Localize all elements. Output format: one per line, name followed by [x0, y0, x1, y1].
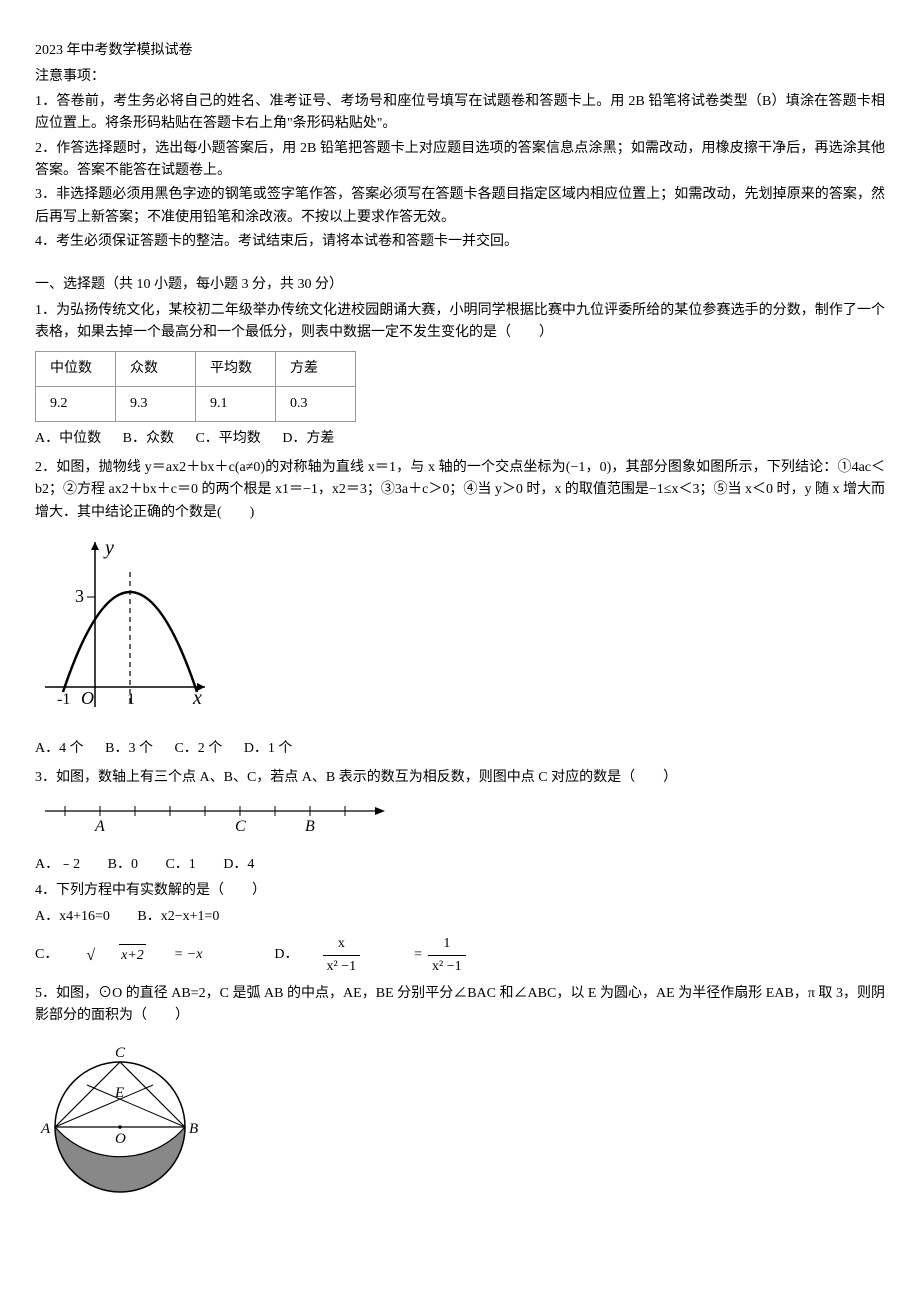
q3-opt-b: B．0 [108, 857, 138, 872]
q4-optd-frac1-num: x [323, 933, 361, 956]
numberline-C: C [235, 818, 246, 835]
q4-opt-c: C． √x+2 = −x [35, 943, 226, 969]
q2-opt-b: B．3 个 [105, 741, 153, 756]
q1-opt-a: A．中位数 [35, 431, 101, 446]
q4-optd-frac2-num: 1 [428, 933, 466, 956]
notice-2: 2．作答选择题时，选出每小题答案后，用 2B 铅笔把答题卡上对应题目选项的答案信… [35, 138, 885, 183]
q1-th-4: 方差 [276, 351, 356, 386]
exam-title: 2023 年中考数学模拟试卷 [35, 40, 885, 62]
q1-th-1: 中位数 [36, 351, 116, 386]
q4-opt-b: B．x2−x+1=0 [137, 909, 219, 924]
q4-optc-label: C． [35, 944, 58, 966]
q4-optc-sqrt: x+2 [119, 944, 146, 967]
q4-opt-a: A．x4+16=0 [35, 909, 110, 924]
q2-opt-a: A．4 个 [35, 741, 84, 756]
notice-header: 注意事项： [35, 66, 885, 88]
x-axis-label: x [192, 687, 202, 709]
y-tick-3: 3 [75, 586, 84, 606]
label-A: A [40, 1121, 51, 1137]
q3-figure: A C B [35, 797, 885, 845]
q1-opt-d: D．方差 [282, 431, 334, 446]
circle-diagram: A B C E O [35, 1035, 205, 1195]
notice-4: 4．考生必须保证答题卡的整洁。考试结束后，请将本试卷和答题卡一并交回。 [35, 231, 885, 253]
notice-1: 1．答卷前，考生务必将自己的姓名、准考证号、考场号和座位号填写在试题卷和答题卡上… [35, 91, 885, 136]
q3-opt-a: A．﹣2 [35, 857, 80, 872]
number-line: A C B [35, 797, 395, 837]
q2-figure: y x 3 -1 O 1 [35, 532, 885, 730]
origin-label: O [81, 688, 94, 708]
q1-td-3: 9.1 [196, 387, 276, 422]
notice-3: 3．非选择题必须用黑色字迹的钢笔或签字笔作答，答案必须写在答题卡各题目指定区域内… [35, 184, 885, 229]
q1-td-4: 0.3 [276, 387, 356, 422]
q5-figure: A B C E O [35, 1035, 885, 1203]
parabola-chart: y x 3 -1 O 1 [35, 532, 215, 722]
q4-optc-right: = −x [174, 944, 203, 966]
q1-th-3: 平均数 [196, 351, 276, 386]
label-B: B [189, 1121, 198, 1137]
x-tick-neg1: -1 [57, 691, 70, 708]
q4-optd-frac1: x x² −1 [323, 933, 385, 979]
q3-opt-d: D．4 [223, 857, 254, 872]
x-tick-1: 1 [127, 691, 135, 708]
q1-th-2: 众数 [116, 351, 196, 386]
q2-text: 2．如图，抛物线 y＝ax2＋bx＋c(a≠0)的对称轴为直线 x＝1，与 x … [35, 457, 885, 524]
q1-opt-c: C．平均数 [195, 431, 260, 446]
numberline-A: A [94, 818, 105, 835]
q2-options: A．4 个 B．3 个 C．2 个 D．1 个 [35, 738, 885, 760]
q1-table: 中位数 众数 平均数 方差 9.2 9.3 9.1 0.3 [35, 351, 356, 423]
label-E: E [114, 1085, 124, 1101]
q4-optd-frac2: 1 x² −1 [428, 933, 490, 979]
q4-optd-label: D． [274, 944, 298, 966]
q2-opt-d: D．1 个 [244, 741, 293, 756]
y-axis-label: y [103, 537, 114, 559]
q1-text: 1．为弘扬传统文化，某校初二年级举办传统文化进校园朗诵大赛，小明同学根据比赛中九… [35, 300, 885, 345]
q4-options-line2: C． √x+2 = −x D． x x² −1 = 1 x² −1 [35, 933, 885, 979]
q3-opt-c: C．1 [165, 857, 195, 872]
q4-optd-frac1-den: x² −1 [323, 956, 361, 978]
q1-options: A．中位数 B．众数 C．平均数 D．方差 [35, 428, 885, 450]
q5-text: 5．如图，⊙O 的直径 AB=2，C 是弧 AB 的中点，AE，BE 分别平分∠… [35, 983, 885, 1028]
q2-opt-c: C．2 个 [174, 741, 222, 756]
label-O: O [115, 1131, 126, 1147]
q3-options: A．﹣2 B．0 C．1 D．4 [35, 854, 885, 876]
q4-optd-frac2-den: x² −1 [428, 956, 466, 978]
q1-opt-b: B．众数 [123, 431, 174, 446]
q4-opt-d: D． x x² −1 = 1 x² −1 [274, 933, 513, 979]
section1-header: 一、选择题（共 10 小题，每小题 3 分，共 30 分） [35, 274, 885, 296]
q1-td-2: 9.3 [116, 387, 196, 422]
q3-text: 3．如图，数轴上有三个点 A、B、C，若点 A、B 表示的数互为相反数，则图中点… [35, 767, 885, 789]
q1-td-1: 9.2 [36, 387, 116, 422]
q4-text: 4．下列方程中有实数解的是（ ） [35, 880, 885, 902]
numberline-B: B [305, 818, 315, 835]
label-C: C [115, 1045, 126, 1061]
q4-options-line1: A．x4+16=0 B．x2−x+1=0 [35, 906, 885, 928]
